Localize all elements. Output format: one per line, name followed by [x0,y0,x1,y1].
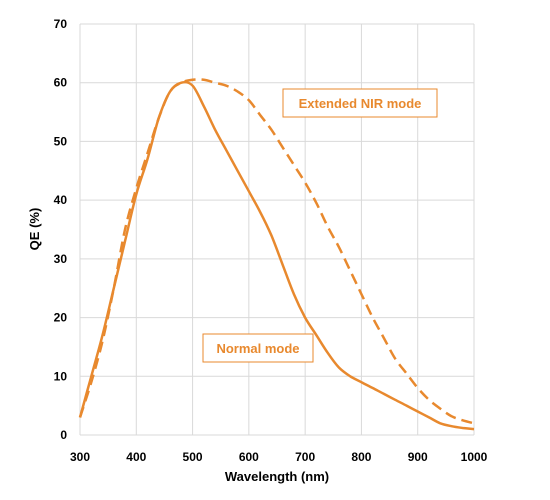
x-tick-label: 400 [126,450,146,464]
x-tick-label: 500 [183,450,203,464]
x-tick-label: 800 [351,450,371,464]
series-line-normal [78,80,475,431]
x-tick-label: 1000 [461,450,488,464]
grid-lines [79,23,475,436]
y-tick-label: 10 [54,369,68,383]
y-tick-label: 20 [54,311,68,325]
y-tick-label: 70 [54,17,68,31]
x-axis-label: Wavelength (nm) [225,469,329,484]
x-tick-label: 600 [239,450,259,464]
y-tick-label: 30 [54,252,68,266]
y-axis-label: QE (%) [27,208,42,251]
annotation-normal-mode-box [202,333,314,363]
annotation-extended-nir-box [282,88,438,118]
tick-labels: 300 400 500 600 700 800 900 1000 0 10 20 30 40 50 60 70 [54,17,488,464]
annotation-extended-nir: Extended NIR mode [282,88,438,118]
series-lines [78,78,475,431]
annotation-normal-mode: Normal mode [202,333,314,363]
annotation-normal-mode-text: Normal mode [216,341,299,356]
x-tick-label: 900 [408,450,428,464]
x-tick-label: 300 [70,450,90,464]
y-tick-label: 0 [60,428,67,442]
y-tick-label: 50 [54,134,68,148]
x-tick-label: 700 [295,450,315,464]
y-tick-label: 40 [54,193,68,207]
y-tick-label: 60 [54,76,68,90]
annotation-extended-nir-text: Extended NIR mode [299,96,422,111]
